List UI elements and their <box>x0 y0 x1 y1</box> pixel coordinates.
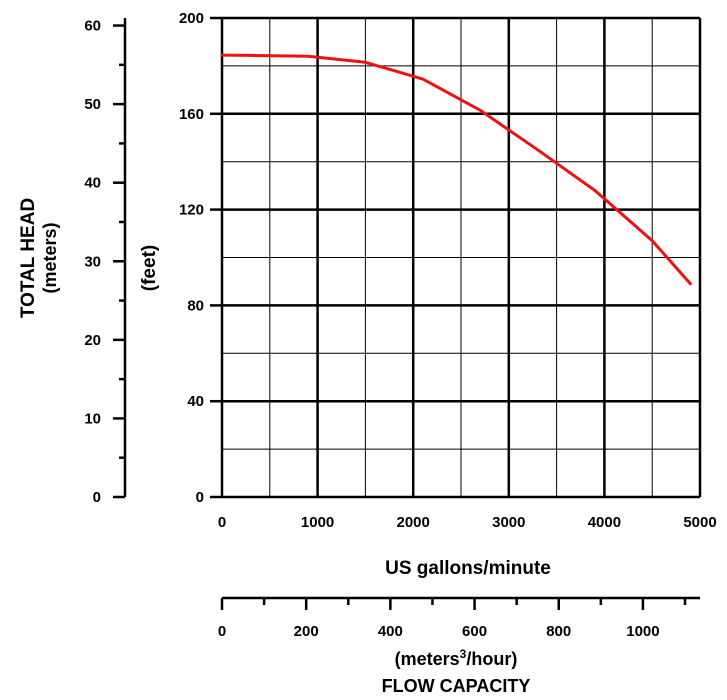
x2-tick-label: 1000 <box>626 623 659 640</box>
y-meters-tick-label: 30 <box>84 253 101 270</box>
x2-axis-unit-prefix: (meters <box>395 649 460 669</box>
grid-major <box>220 16 702 499</box>
x-tick-label: 0 <box>218 514 226 531</box>
x-tick-label: 1000 <box>301 514 334 531</box>
y-meters-tick-label: 10 <box>84 410 101 427</box>
x2-axis-unit-suffix: /hour) <box>466 649 517 669</box>
y-axis-meters: 0 10 20 30 40 50 60 <box>84 18 127 506</box>
x2-axis-title: FLOW CAPACITY <box>382 676 531 696</box>
y-meters-tick-label: 40 <box>84 175 101 192</box>
y-feet-tick-label: 80 <box>187 297 204 314</box>
x2-tick-label: 800 <box>546 623 571 640</box>
y-axis-meters-unit: (meters) <box>40 222 60 293</box>
y-feet-tick-label: 160 <box>179 106 204 123</box>
y-axis-feet-label: (feet) <box>139 245 160 291</box>
x-axis-m3h: 0 200 400 600 800 1000 <box>218 596 700 640</box>
x-tick-label: 3000 <box>492 514 525 531</box>
x2-tick-label: 200 <box>294 623 319 640</box>
curve-layer <box>220 53 692 286</box>
x2-axis-unit-sup: 3 <box>460 647 467 661</box>
y-meters-tick-label: 60 <box>84 18 101 35</box>
y-meters-tick-label: 0 <box>93 489 101 506</box>
y-feet-tick-label: 120 <box>179 202 204 219</box>
x-tick-label: 5000 <box>683 514 716 531</box>
pump-curve-line <box>220 53 692 286</box>
y-meters-tick-label: 20 <box>84 332 101 349</box>
x2-tick-label: 400 <box>378 623 403 640</box>
x-tick-label: 2000 <box>397 514 430 531</box>
y-axis-meters-title: TOTAL HEAD <box>18 198 39 318</box>
x2-tick-label: 600 <box>462 623 487 640</box>
x2-axis-unit-label: (meters3/hour) <box>395 647 518 669</box>
x2-tick-label: 0 <box>218 623 226 640</box>
x-axis-gpm-ticks: 0 1000 2000 3000 4000 5000 <box>218 514 717 531</box>
y-axis-feet-ticks: 0 40 80 120 160 200 <box>179 10 222 506</box>
y-feet-tick-label: 40 <box>187 393 204 410</box>
x-tick-label: 4000 <box>588 514 621 531</box>
y-feet-tick-label: 200 <box>179 10 204 27</box>
grid-minor <box>222 18 700 497</box>
y-feet-tick-label: 0 <box>196 489 204 506</box>
x-axis-label: US gallons/minute <box>385 558 551 579</box>
y-meters-tick-label: 50 <box>84 96 101 113</box>
